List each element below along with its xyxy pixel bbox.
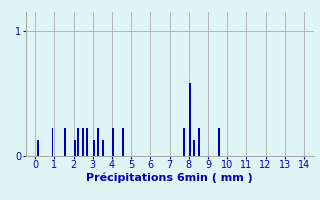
Bar: [86, 128, 88, 156]
Bar: [37, 140, 39, 156]
Bar: [97, 128, 99, 156]
X-axis label: Précipitations 6min ( mm ): Précipitations 6min ( mm ): [86, 173, 253, 183]
Bar: [52, 128, 53, 156]
Bar: [112, 128, 114, 156]
Bar: [218, 128, 220, 156]
Bar: [82, 128, 84, 156]
Bar: [122, 128, 124, 156]
Bar: [93, 140, 95, 156]
Bar: [198, 128, 200, 156]
Bar: [183, 128, 185, 156]
Bar: [77, 128, 79, 156]
Bar: [102, 140, 104, 156]
Bar: [64, 128, 66, 156]
Bar: [189, 83, 191, 156]
Bar: [193, 140, 195, 156]
Bar: [74, 140, 76, 156]
